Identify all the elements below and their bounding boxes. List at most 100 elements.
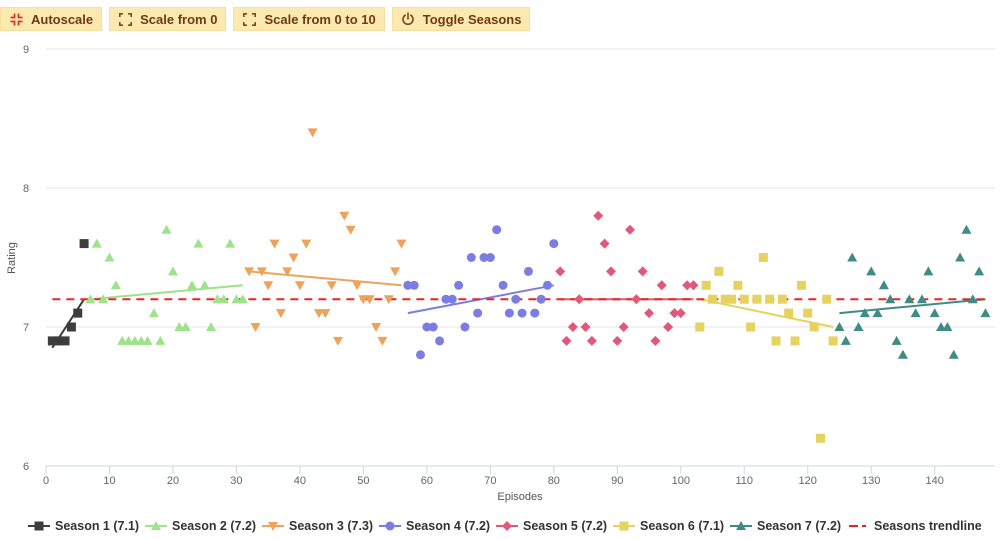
data-point[interactable] [708, 294, 718, 304]
data-point[interactable] [936, 322, 947, 331]
data-point[interactable] [727, 294, 737, 304]
scale-0-to-10-button[interactable]: Scale from 0 to 10 [233, 7, 385, 31]
data-point[interactable] [974, 266, 985, 276]
data-point[interactable] [85, 294, 96, 304]
data-point[interactable] [853, 322, 864, 331]
data-point[interactable] [79, 239, 89, 249]
data-point[interactable] [231, 294, 242, 304]
data-point[interactable] [746, 322, 756, 332]
data-point[interactable] [917, 294, 927, 304]
data-point[interactable] [390, 267, 401, 277]
legend-item[interactable]: Season 2 (7.2) [145, 516, 256, 536]
data-point[interactable] [688, 280, 699, 291]
data-point[interactable] [352, 281, 363, 291]
data-point[interactable] [828, 336, 838, 346]
data-point[interactable] [618, 322, 629, 332]
data-point[interactable] [345, 225, 356, 235]
data-point[interactable] [967, 294, 978, 304]
toggle-seasons-button[interactable]: Toggle Seasons [391, 7, 531, 31]
data-point[interactable] [237, 294, 248, 304]
data-point[interactable] [885, 294, 896, 304]
data-point[interactable] [98, 294, 109, 304]
data-point[interactable] [574, 294, 585, 305]
data-point[interactable] [282, 267, 293, 277]
data-point[interactable] [313, 309, 324, 319]
data-point[interactable] [416, 350, 426, 360]
legend-marker[interactable] [502, 521, 512, 531]
data-point[interactable] [123, 335, 134, 345]
data-point[interactable] [485, 253, 495, 262]
data-point[interactable] [644, 308, 655, 319]
data-point[interactable] [504, 308, 514, 318]
data-point[interactable] [301, 239, 312, 249]
data-point[interactable] [66, 322, 76, 332]
data-point[interactable] [161, 224, 172, 234]
data-point[interactable] [148, 308, 159, 318]
data-point[interactable] [701, 280, 711, 290]
data-point[interactable] [580, 322, 591, 332]
data-point[interactable] [675, 308, 686, 319]
data-point[interactable] [625, 224, 635, 235]
legend-marker[interactable] [619, 521, 629, 531]
data-point[interactable] [859, 308, 870, 318]
legend-item[interactable]: Season 7 (7.2) [730, 516, 841, 536]
data-point[interactable] [212, 294, 223, 304]
data-point[interactable] [555, 266, 566, 277]
data-point[interactable] [498, 280, 508, 290]
data-point[interactable] [796, 280, 806, 290]
data-point[interactable] [441, 294, 451, 304]
data-point[interactable] [275, 309, 286, 319]
data-point[interactable] [256, 267, 267, 277]
data-point[interactable] [358, 295, 369, 305]
data-point[interactable] [720, 294, 730, 304]
data-point[interactable] [104, 252, 115, 262]
data-point[interactable] [428, 322, 438, 332]
data-point[interactable] [961, 224, 972, 234]
data-point[interactable] [612, 335, 623, 346]
data-point[interactable] [199, 280, 210, 290]
data-point[interactable] [669, 308, 680, 319]
data-point[interactable] [136, 335, 147, 345]
data-point[interactable] [454, 280, 464, 290]
data-point[interactable] [193, 238, 204, 248]
data-point[interactable] [593, 210, 604, 221]
data-point[interactable] [269, 239, 280, 249]
data-point[interactable] [511, 294, 521, 304]
data-point[interactable] [517, 308, 527, 318]
data-point[interactable] [288, 253, 299, 263]
data-point[interactable] [809, 322, 819, 332]
data-point[interactable] [142, 335, 153, 345]
legend-marker[interactable] [151, 521, 161, 530]
data-point[interactable] [263, 281, 274, 291]
data-point[interactable] [929, 308, 940, 318]
data-point[interactable] [904, 294, 915, 304]
data-point[interactable] [637, 266, 648, 277]
data-point[interactable] [244, 267, 255, 277]
data-point[interactable] [758, 253, 768, 262]
data-point[interactable] [815, 433, 825, 443]
autoscale-button[interactable]: Autoscale [0, 7, 103, 31]
data-point[interactable] [447, 294, 457, 304]
data-point[interactable] [383, 295, 394, 305]
data-point[interactable] [479, 253, 489, 262]
data-point[interactable] [320, 309, 331, 319]
data-point[interactable] [206, 322, 217, 331]
data-point[interactable] [872, 308, 883, 318]
data-point[interactable] [377, 336, 388, 346]
legend-item[interactable]: Season 6 (7.1) [613, 516, 724, 536]
data-point[interactable] [561, 335, 572, 346]
data-point[interactable] [435, 336, 445, 346]
legend-marker[interactable] [268, 522, 278, 531]
data-point[interactable] [364, 295, 375, 305]
legend-item[interactable]: Seasons trendline [847, 516, 982, 536]
data-point[interactable] [790, 336, 800, 346]
data-point[interactable] [650, 335, 661, 346]
data-point[interactable] [847, 252, 858, 262]
data-point[interactable] [784, 308, 794, 318]
data-point[interactable] [530, 308, 540, 318]
data-point[interactable] [923, 266, 934, 276]
data-point[interactable] [739, 294, 749, 304]
data-point[interactable] [492, 225, 502, 235]
data-point[interactable] [765, 294, 775, 304]
data-point[interactable] [752, 294, 762, 304]
